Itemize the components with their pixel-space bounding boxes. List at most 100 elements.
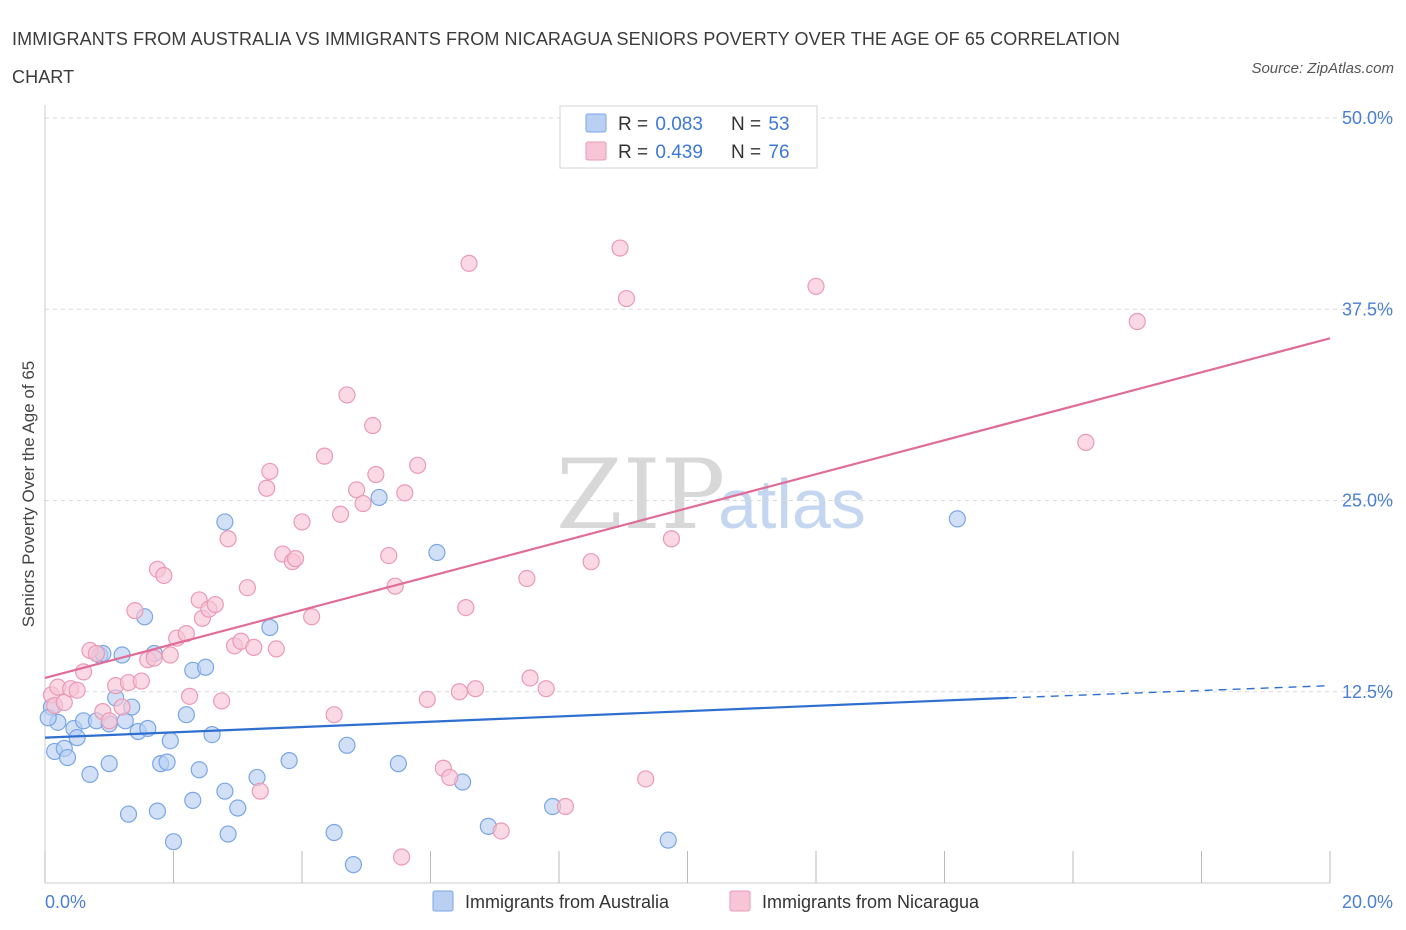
point-nicaragua [521, 669, 539, 687]
grid-lines [45, 117, 1393, 693]
point-nicaragua [315, 447, 334, 465]
point-nicaragua [582, 553, 600, 571]
trend-lines [44, 337, 1331, 739]
legend-r-label: R = [618, 142, 653, 163]
point-australia [948, 510, 966, 528]
point-nicaragua [441, 768, 459, 787]
point-nicaragua [662, 530, 681, 548]
y-tick-label: 25.0% [1342, 491, 1393, 511]
point-australia [119, 805, 138, 823]
point-australia [344, 856, 362, 874]
source-label: Source: ZipAtlas.com [1251, 60, 1394, 77]
legend-r-value: 0.083 [655, 114, 703, 135]
point-nicaragua [213, 692, 231, 710]
point-nicaragua [267, 640, 285, 658]
point-nicaragua [206, 595, 224, 614]
point-australia [184, 791, 202, 809]
point-nicaragua [1077, 433, 1095, 451]
point-australia [261, 618, 279, 637]
svg-text:N = 76: N = 76 [731, 142, 790, 163]
legend-n-value: 76 [768, 142, 789, 163]
point-nicaragua [293, 513, 311, 531]
point-nicaragua [418, 690, 436, 709]
point-nicaragua [396, 484, 414, 502]
point-nicaragua [392, 848, 411, 866]
point-nicaragua [303, 608, 321, 626]
point-nicaragua [325, 706, 343, 724]
point-nicaragua [409, 456, 427, 474]
point-nicaragua [258, 479, 276, 497]
point-nicaragua [286, 550, 305, 568]
point-nicaragua [245, 638, 263, 656]
point-nicaragua [348, 481, 366, 499]
point-nicaragua [251, 782, 269, 800]
point-nicaragua [100, 712, 118, 730]
point-nicaragua [155, 566, 173, 585]
y-tick-label: 12.5% [1342, 682, 1393, 702]
svg-text:R = 0.439: R = 0.439 [618, 142, 703, 163]
point-australia [177, 706, 195, 724]
point-nicaragua [219, 530, 237, 548]
point-australia [219, 825, 237, 843]
point-nicaragua [180, 687, 199, 705]
chart-title: IMMIGRANTS FROM AUSTRALIA VS IMMIGRANTS … [12, 29, 1120, 87]
point-australia [81, 765, 99, 783]
point-australia [158, 753, 176, 771]
point-australia [164, 833, 183, 851]
point-australia [338, 736, 356, 754]
bottom-legend-swatch-nicaragua [729, 890, 751, 912]
point-nicaragua [145, 649, 163, 667]
point-australia [161, 732, 179, 750]
watermark-atlas: atlas [718, 465, 866, 543]
point-nicaragua [338, 386, 356, 404]
point-nicaragua [556, 797, 575, 816]
point-australia [280, 751, 298, 770]
point-australia [428, 543, 446, 562]
y-tick-label: 50.0% [1342, 108, 1393, 128]
point-australia [203, 725, 221, 744]
legend-swatch-australia [585, 113, 607, 133]
bottom-legend: Immigrants from Australia Immigrants fro… [432, 890, 980, 912]
watermark-zip: ZIP [556, 439, 725, 551]
point-nicaragua [55, 693, 73, 712]
point-nicaragua [261, 462, 279, 481]
legend-r-value: 0.439 [655, 142, 703, 163]
point-nicaragua [331, 505, 350, 523]
y-tick-label: 37.5% [1342, 299, 1393, 319]
point-nicaragua [161, 646, 179, 664]
point-nicaragua [460, 254, 478, 272]
svg-text:N = 53: N = 53 [731, 114, 790, 135]
x-tick-label-min: 0.0% [45, 892, 86, 912]
point-australia [216, 513, 234, 531]
point-nicaragua [132, 672, 150, 690]
legend-r-label: R = [618, 114, 653, 135]
y-axis-tick-labels: 12.5% 25.0% 37.5% 50.0% [1342, 108, 1393, 702]
point-nicaragua [537, 680, 555, 698]
point-australia [229, 799, 247, 817]
point-nicaragua [113, 698, 131, 716]
point-nicaragua [354, 494, 372, 513]
point-australia [370, 488, 388, 507]
svg-text:R = 0.083: R = 0.083 [618, 114, 703, 135]
point-nicaragua [87, 644, 106, 663]
point-australia [148, 802, 167, 820]
point-nicaragua [380, 546, 398, 565]
point-nicaragua [617, 289, 636, 308]
legend-n-value: 53 [768, 114, 789, 135]
point-nicaragua [492, 822, 510, 840]
x-tick-label-max: 20.0% [1342, 892, 1393, 912]
trend-line-australia [44, 696, 1009, 739]
point-nicaragua [807, 277, 825, 295]
trend-line-australia-extension [1008, 684, 1331, 699]
point-australia [216, 782, 234, 800]
point-nicaragua [637, 770, 655, 788]
point-nicaragua [364, 416, 382, 435]
point-australia [197, 658, 215, 676]
point-nicaragua [68, 681, 86, 699]
point-nicaragua [238, 579, 256, 597]
point-australia [389, 755, 407, 773]
point-australia [659, 831, 677, 849]
trend-line-nicaragua [44, 337, 1331, 680]
point-australia [325, 823, 343, 842]
